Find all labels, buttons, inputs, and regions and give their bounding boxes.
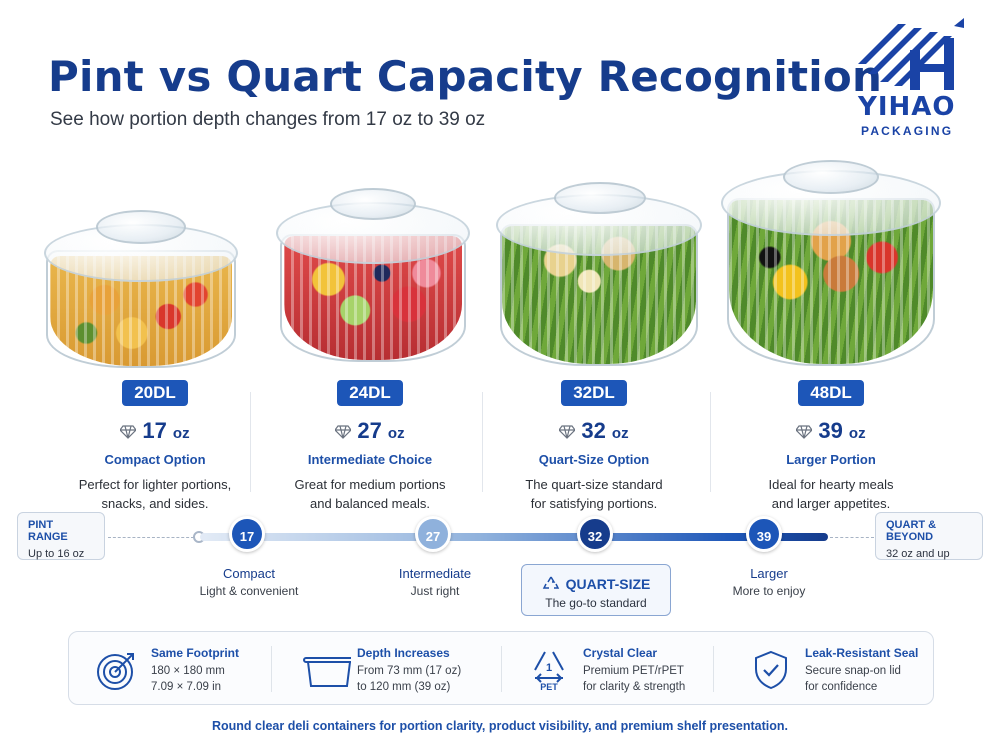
diamond-icon	[559, 425, 576, 439]
product-description: The quart-size standard for satisfying po…	[525, 477, 663, 511]
product-32dl: 32DL 32 oz Quart-Size Option The quart-s…	[479, 380, 709, 513]
node-27oz: 27 oz	[415, 516, 451, 580]
node-39oz: 39 oz	[746, 516, 782, 580]
quart-range-title: QUART & BEYOND	[886, 519, 937, 543]
diamond-icon	[335, 425, 352, 439]
shield-check-icon	[755, 650, 787, 690]
product-48dl: 48DL 39 oz Larger Portion Ideal for hear…	[716, 380, 946, 513]
column-divider	[482, 392, 483, 492]
dashed-line-left	[108, 537, 194, 538]
yihao-logo-icon	[858, 18, 964, 90]
node-label-compact: Compact Light & convenient	[199, 566, 299, 598]
product-name: Intermediate Choice	[307, 452, 433, 467]
capacity-unit: oz	[848, 425, 866, 442]
product-name: Quart-Size Option	[538, 452, 650, 467]
product-description: Ideal for hearty meals and larger appetit…	[768, 477, 894, 511]
svg-text:PET: PET	[540, 682, 558, 692]
capacity-value: 39	[818, 418, 843, 443]
pint-range-title: PINT RANGE	[28, 519, 68, 543]
dashed-line-right	[830, 537, 874, 538]
capacity-value: 32	[581, 418, 606, 443]
product-description: Great for medium portions and balanced me…	[294, 477, 446, 511]
node-label-larger: Larger More to enjoy	[732, 566, 806, 598]
container-outline-icon	[303, 657, 351, 687]
node-32oz: 32 oz	[577, 516, 613, 580]
diamond-icon	[120, 425, 137, 439]
feature-crystal-clear: 1 PET Crystal Clear Premium PET/rPET for c…	[527, 642, 707, 696]
page-subtitle: See how portion depth changes from 17 oz…	[50, 109, 486, 130]
container-image-24dl	[268, 188, 478, 366]
container-image-32dl	[488, 182, 710, 370]
brand-logo: YIHAO PACKAGING	[852, 16, 972, 141]
size-badge: 32DL	[561, 380, 627, 406]
feature-same-footprint: Same Footprint 180 × 180 mm 7.09 × 7.09 i…	[95, 642, 275, 696]
recycle-icon	[542, 576, 559, 589]
capacity-value: 17	[142, 418, 167, 443]
pet-recycle-icon: 1 PET	[534, 651, 564, 692]
footer-tagline: Round clear deli containers for portion …	[211, 719, 789, 733]
feature-leak-resistant: Leak-Resistant Seal Secure snap-on lid fo…	[749, 642, 929, 696]
logo-name: YIHAO	[858, 92, 956, 122]
column-divider	[250, 392, 251, 492]
feature-depth-increases: Depth Increases From 73 mm (17 oz) to 120…	[301, 642, 491, 696]
quart-size-highlight: QUART-SIZE The go-to standard	[521, 564, 671, 616]
feature-panel: Same Footprint 180 × 180 mm 7.09 × 7.09 i…	[68, 631, 934, 705]
container-image-20dl	[36, 210, 246, 370]
product-description: Perfect for lighter portions, snacks, and…	[78, 477, 232, 511]
column-divider	[710, 392, 711, 492]
quart-size-label: QUART-SIZE	[565, 576, 651, 592]
product-name: Larger Portion	[786, 452, 876, 467]
capacity-unit: oz	[172, 425, 190, 442]
capacity-track	[200, 533, 828, 541]
pint-range-sub: Up to 16 oz	[28, 548, 85, 560]
product-24dl: 24DL 27 oz Intermediate Choice Great for…	[255, 380, 485, 513]
capacity-value: 27	[357, 418, 382, 443]
diamond-icon	[796, 425, 813, 439]
target-icon	[97, 653, 134, 690]
capacity-unit: oz	[387, 425, 405, 442]
page-title: Pint vs Quart Capacity Recognition	[48, 52, 883, 101]
container-image-48dl	[715, 160, 947, 370]
size-badge: 24DL	[337, 380, 403, 406]
quart-range-sub: 32 oz and up	[886, 548, 950, 560]
pint-range-box: PINT RANGE Up to 16 oz	[17, 512, 105, 560]
svg-text:1: 1	[546, 662, 552, 674]
product-name: Compact Option	[104, 452, 206, 467]
node-17oz: 17 oz	[229, 516, 265, 580]
capacity-unit: oz	[611, 425, 629, 442]
node-label-intermediate: Intermediate Just right	[398, 566, 472, 598]
product-20dl: 20DL 17 oz Compact Option Perfect for li…	[40, 380, 270, 513]
size-badge: 48DL	[798, 380, 864, 406]
quart-size-sub: The go-to standard	[545, 596, 647, 610]
size-badge: 20DL	[122, 380, 188, 406]
quart-range-box: QUART & BEYOND 32 oz and up	[875, 512, 983, 560]
logo-subtitle: PACKAGING	[861, 124, 954, 138]
